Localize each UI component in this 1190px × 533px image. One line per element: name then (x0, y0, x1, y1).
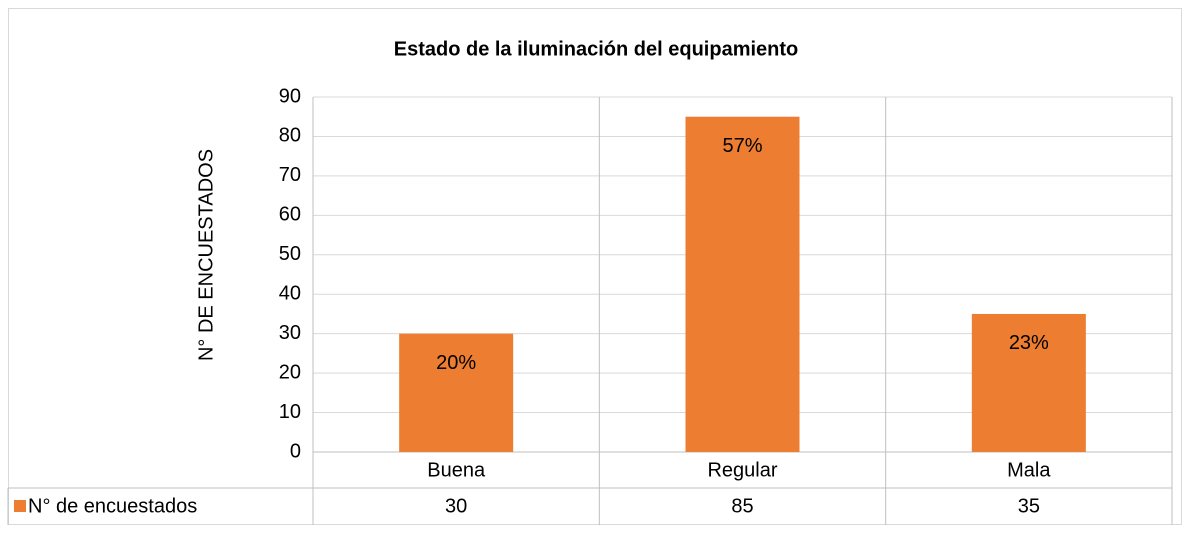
table-value: 30 (445, 495, 467, 517)
data-label: 23% (1009, 332, 1049, 354)
x-tick-label: Buena (427, 459, 486, 481)
y-tick-label: 10 (279, 401, 301, 423)
data-label: 57% (722, 135, 762, 157)
bar (399, 333, 514, 452)
data-label: 20% (436, 352, 476, 374)
y-axis-title: N° DE ENCUESTADOS (195, 149, 217, 361)
y-tick-label: 20 (279, 361, 301, 383)
table-value: 85 (731, 495, 753, 517)
x-tick-label: Regular (707, 459, 777, 481)
y-tick-label: 30 (279, 322, 301, 344)
y-tick-label: 90 (279, 85, 301, 107)
x-tick-label: Mala (1007, 459, 1051, 481)
y-tick-label: 50 (279, 243, 301, 265)
y-tick-label: 40 (279, 283, 301, 305)
bar (971, 313, 1086, 452)
legend-label: N° de encuestados (28, 495, 197, 517)
legend-swatch (14, 500, 26, 512)
chart-title: Estado de la iluminación del equipamient… (394, 38, 799, 60)
y-tick-label: 0 (290, 440, 301, 462)
table-value: 35 (1018, 495, 1040, 517)
y-tick-label: 70 (279, 164, 301, 186)
y-tick-label: 80 (279, 125, 301, 147)
bar (685, 116, 800, 452)
y-tick-label: 60 (279, 204, 301, 226)
